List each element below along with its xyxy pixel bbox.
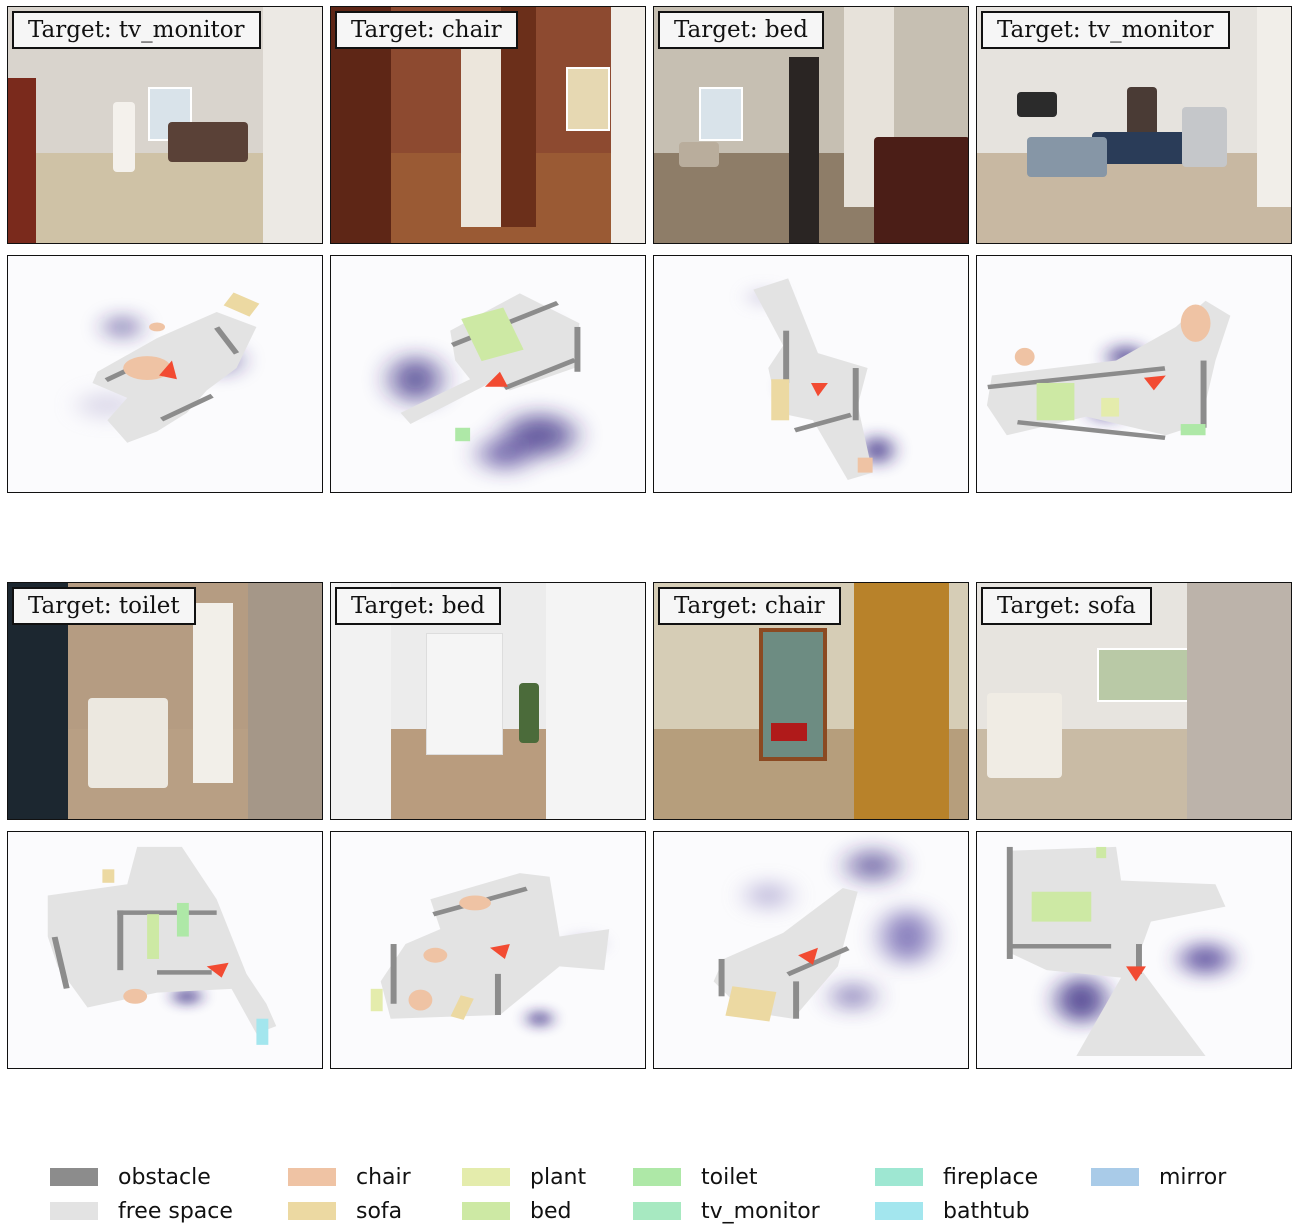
semantic-map-1 [7,255,323,493]
semantic-map-6 [330,831,646,1069]
target-label: Target: tv_monitor [12,11,261,49]
map-canvas [1006,846,1231,1057]
legend-label: toilet [701,1164,758,1190]
legend-swatch [462,1168,510,1186]
map-canvas [986,300,1231,441]
legend-item-tv-monitor: tv_monitor [633,1198,820,1224]
scene-photo-1: Target: tv_monitor [7,6,323,244]
scene-photo-4: Target: tv_monitor [976,6,1292,244]
target-label: Target: bed [658,11,824,49]
scene-photo-5: Target: toilet [7,582,323,820]
scene-photo-8: Target: sofa [976,582,1292,820]
legend-swatch [50,1168,98,1186]
target-label: Target: bed [335,587,501,625]
target-label: Target: toilet [12,587,196,625]
agent-marker [798,947,818,965]
target-label: Target: chair [658,587,841,625]
agent-marker [811,382,828,397]
agent-marker [485,371,508,387]
target-label: Target: chair [335,11,518,49]
scene-photo-7: Target: chair [653,582,969,820]
legend-swatch [288,1168,336,1186]
scene-photo-3: Target: bed [653,6,969,244]
agent-marker [159,360,177,380]
legend-swatch [288,1202,336,1220]
semantic-map-4 [976,255,1292,493]
agent-marker [1126,966,1146,982]
map-canvas [77,292,260,443]
legend-swatch [875,1202,923,1220]
agent-marker [1143,375,1166,391]
scene-photo-2: Target: chair [330,6,646,244]
map-canvas [390,293,581,469]
legend-label: mirror [1159,1164,1227,1190]
legend-swatch [462,1202,510,1220]
legend-item-fireplace: fireplace [875,1164,1038,1190]
legend-label: free space [118,1198,233,1224]
target-label: Target: sofa [981,587,1152,625]
legend-label: obstacle [118,1164,211,1190]
legend: obstacle free space chair sofa plant bed… [50,1160,1280,1224]
legend-label: bed [530,1198,572,1224]
semantic-map-3 [653,255,969,493]
legend-swatch [633,1168,681,1186]
map-canvas [47,846,277,1045]
semantic-map-5 [7,831,323,1069]
semantic-map-7 [653,831,969,1069]
legend-item-bathtub: bathtub [875,1198,1030,1224]
scene-photo-6: Target: bed [330,582,646,820]
legend-label: bathtub [943,1198,1030,1224]
legend-label: fireplace [943,1164,1039,1190]
map-canvas [748,278,893,481]
agent-marker [489,944,510,959]
legend-item-bed: bed [462,1198,571,1224]
semantic-map-2 [330,255,646,493]
legend-item-obstacle: obstacle [50,1164,211,1190]
legend-swatch [50,1202,98,1220]
agent-marker [206,962,229,978]
legend-swatch [1091,1168,1139,1186]
legend-item-sofa: sofa [288,1198,402,1224]
target-label: Target: tv_monitor [981,11,1230,49]
legend-item-toilet: toilet [633,1164,757,1190]
legend-label: tv_monitor [701,1198,820,1224]
legend-item-mirror: mirror [1091,1164,1226,1190]
legend-item-chair: chair [288,1164,411,1190]
map-canvas [713,850,933,1022]
legend-item-plant: plant [462,1164,586,1190]
legend-label: plant [530,1164,587,1190]
legend-item-free-space: free space [50,1198,233,1224]
legend-label: sofa [356,1198,403,1224]
legend-label: chair [356,1164,411,1190]
legend-swatch [633,1202,681,1220]
map-canvas [370,873,610,1027]
legend-swatch [875,1168,923,1186]
semantic-map-8 [976,831,1292,1069]
